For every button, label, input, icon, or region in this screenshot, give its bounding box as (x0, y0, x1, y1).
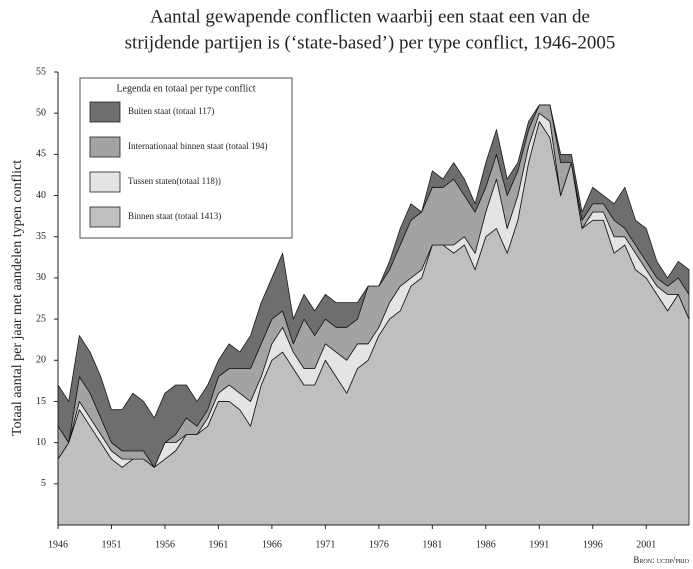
y-tick-label: 55 (36, 66, 46, 77)
y-tick-label: 5 (41, 478, 46, 489)
y-tick-label: 10 (36, 437, 46, 448)
y-tick-label: 50 (36, 107, 46, 118)
x-tick-label: 1981 (422, 539, 442, 550)
legend-swatch (89, 136, 121, 158)
x-tick-label: 1971 (315, 539, 335, 550)
legend-swatch (89, 171, 121, 193)
legend-swatch (89, 101, 121, 123)
legend-label: Internationaal binnen staat (totaal 194) (128, 141, 267, 151)
y-tick-label: 45 (36, 149, 46, 160)
y-tick-label: 30 (36, 272, 46, 283)
legend-label: Binnen staat (totaal 1413) (128, 211, 221, 221)
legend-label: Tussen staten(totaal 118)) (128, 176, 221, 186)
x-tick-label: 1996 (583, 539, 603, 550)
x-tick-label: 1956 (155, 539, 175, 550)
y-axis-label: Totaal aantal per jaar met aandelen type… (10, 160, 25, 436)
y-tick-label: 15 (36, 396, 46, 407)
source: Bron: ucdp/prio (633, 555, 689, 565)
x-tick-label: 1976 (369, 539, 389, 550)
x-tick-label: 1986 (476, 539, 496, 550)
legend-label: Buiten staat (totaal 117) (128, 106, 214, 116)
x-tick-label: 1961 (208, 539, 228, 550)
chart-title: Aantal gewapende conflicten waarbij een … (150, 6, 590, 27)
x-tick-label: 1966 (262, 539, 282, 550)
y-tick-label: 20 (36, 355, 46, 366)
legend-swatch (89, 206, 121, 228)
y-tick-label: 40 (36, 190, 46, 201)
y-tick-label: 25 (36, 313, 46, 324)
x-tick-label: 1946 (48, 539, 68, 550)
x-tick-label: 2001 (636, 539, 656, 550)
chart-title: strijdende partijen is (‘state-based’) p… (125, 32, 616, 53)
legend-title: Legenda en totaal per type conflict (116, 83, 255, 94)
x-tick-label: 1991 (529, 539, 549, 550)
area (57, 104, 690, 468)
x-tick-label: 1951 (101, 539, 121, 550)
y-tick-label: 35 (36, 231, 46, 242)
